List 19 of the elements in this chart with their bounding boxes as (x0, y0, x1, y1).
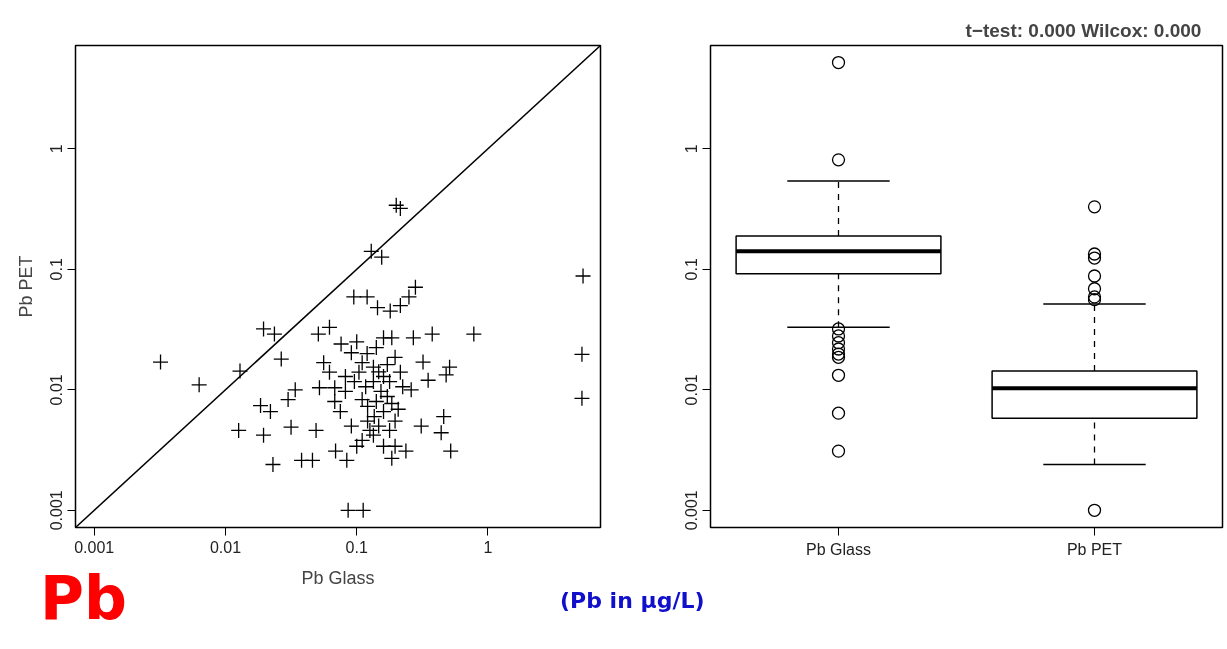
y-tick-label: 0.1 (48, 258, 66, 281)
y-tick-label: 0.01 (683, 374, 701, 406)
text: (Pb in μg/L) (560, 588, 705, 613)
text: Pb (40, 563, 127, 633)
chart-title: t−test: 0.000 Wilcox: 0.000 (965, 19, 1202, 41)
y-tick-label: 0.1 (683, 258, 701, 281)
y-axis-title: Pb PET (15, 255, 36, 318)
x-tick-label: 0.01 (209, 538, 242, 556)
x-tick-label: 0.1 (345, 538, 368, 556)
y-tick-label: 1 (48, 144, 66, 154)
y-tick-label: 0.001 (48, 490, 66, 531)
y-tick-label: 1 (683, 144, 701, 154)
x-tick-label: Pb PET (1066, 540, 1123, 558)
x-tick-label: Pb Glass (806, 540, 871, 558)
y-tick-label: 0.01 (48, 374, 66, 406)
x-axis-title: Pb Glass (301, 567, 375, 588)
x-tick-label: 1 (483, 538, 493, 556)
y-tick-label: 0.001 (683, 490, 701, 531)
x-tick-label: 0.001 (74, 538, 115, 556)
